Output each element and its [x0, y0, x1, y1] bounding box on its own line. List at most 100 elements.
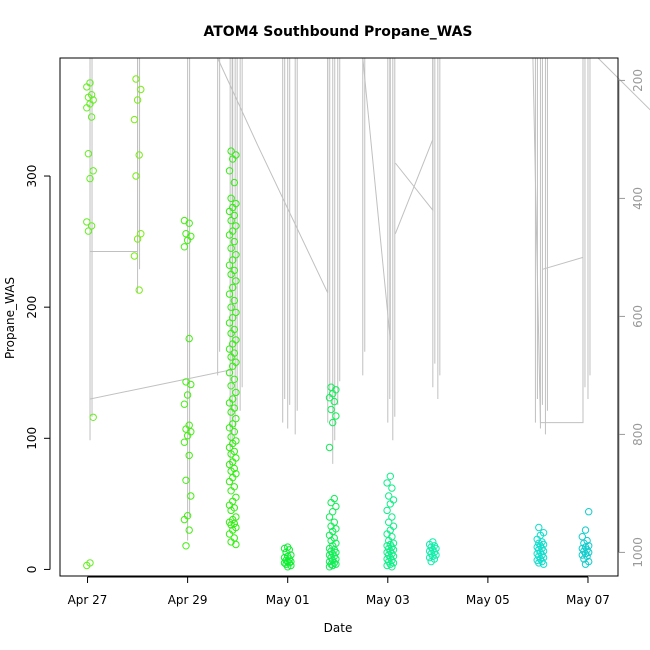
data-point [583, 536, 591, 545]
data-point [130, 115, 139, 124]
data-point [87, 222, 96, 230]
data-point [329, 418, 337, 427]
x-axis-label: Date [324, 621, 353, 635]
data-point [225, 261, 234, 269]
data-point [230, 211, 239, 220]
data-point [280, 553, 289, 562]
chart-title: ATOM4 Southbound Propane_WAS [204, 24, 473, 40]
data-point [232, 388, 240, 397]
data-point [227, 303, 235, 311]
data-point [183, 512, 192, 520]
right-tick-label: 200 [631, 69, 645, 92]
data-point [230, 375, 239, 383]
data-point [182, 230, 190, 238]
y-tick-label: 300 [25, 165, 39, 188]
data-point [581, 526, 590, 534]
data-point [327, 405, 335, 414]
data-point [230, 178, 239, 187]
data-point [185, 334, 193, 343]
data-point [230, 447, 239, 456]
altitude-segment [362, 57, 391, 341]
y-axis-label: Propane_WAS [3, 277, 17, 359]
altitude-traces [89, 57, 650, 541]
x-tick-label: May 07 [566, 593, 610, 607]
data-point [383, 506, 391, 515]
x-tick-label: May 03 [366, 593, 410, 607]
data-point [87, 113, 96, 121]
data-point [327, 383, 335, 391]
data-point [585, 508, 593, 516]
data-point [86, 559, 94, 567]
data-point [230, 325, 239, 334]
data-point [389, 496, 398, 504]
data-point [229, 227, 237, 235]
data-point [225, 290, 234, 298]
data-point [230, 349, 239, 357]
axes: 0 100 200 300 Apr 27 Apr 29 May 01 May 03 May 05… [25, 69, 645, 607]
data-point [89, 413, 97, 421]
data-point [133, 96, 142, 104]
data-point [185, 421, 193, 429]
data-point [329, 508, 337, 516]
data-point [137, 230, 145, 238]
data-point [232, 454, 240, 462]
data-point [232, 414, 240, 423]
data-point [332, 502, 340, 511]
data-point [383, 542, 391, 550]
x-tick-label: May 05 [466, 593, 510, 607]
right-tick-label: 400 [631, 187, 645, 210]
data-point [230, 534, 239, 542]
data-point [332, 412, 340, 420]
data-point [185, 451, 193, 460]
data-point [230, 483, 239, 491]
data-point [182, 378, 190, 386]
data-point [389, 522, 398, 530]
data-point [180, 216, 189, 225]
data-point [539, 529, 548, 537]
data-point [383, 479, 391, 487]
altitude-segment [597, 57, 650, 111]
data-point [227, 244, 235, 252]
data-point [227, 194, 235, 203]
scatter-points [83, 75, 593, 571]
data-point [284, 543, 292, 551]
data-point [325, 443, 334, 452]
data-point [535, 523, 543, 532]
right-tick-label: 600 [631, 305, 645, 328]
data-point [229, 283, 237, 292]
data-point [232, 251, 240, 259]
data-point [230, 296, 239, 305]
data-point [133, 235, 142, 243]
data-point [225, 369, 234, 377]
data-point [86, 79, 94, 87]
data-point [132, 75, 140, 83]
data-point [230, 404, 239, 412]
data-point [533, 543, 541, 551]
data-point [230, 266, 239, 275]
data-point [180, 400, 189, 408]
data-point [430, 542, 439, 550]
data-point [232, 277, 240, 285]
data-point [227, 433, 235, 441]
data-point [578, 533, 586, 541]
y-tick-label: 200 [25, 296, 39, 319]
data-point [135, 151, 143, 159]
data-point [185, 526, 193, 534]
data-point [325, 513, 334, 521]
data-point [229, 395, 237, 403]
data-point [182, 542, 190, 550]
x-tick-label: Apr 27 [68, 593, 108, 607]
data-point [385, 492, 393, 500]
data-point [330, 546, 338, 554]
data-point [86, 174, 94, 183]
x-tick-label: Apr 29 [168, 593, 208, 607]
data-point [132, 172, 140, 180]
data-point [227, 216, 235, 225]
data-point [84, 227, 93, 235]
data-point [388, 513, 396, 521]
data-point [182, 476, 190, 484]
data-point [180, 243, 189, 251]
data-point [84, 150, 93, 158]
data-point [229, 420, 237, 428]
plot-frame [59, 57, 619, 577]
